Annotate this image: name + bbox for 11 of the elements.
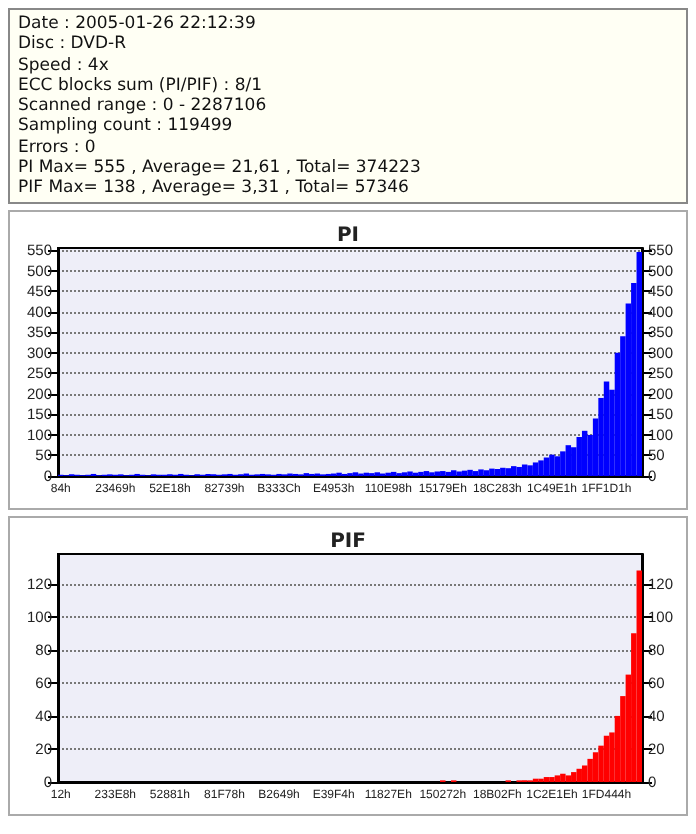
text: Speed : 4x xyxy=(18,55,111,76)
text: ECC blocks sum (PI/PIF) : 8/1 xyxy=(18,75,265,97)
text: Errors : 0 xyxy=(18,137,98,159)
text: PIF Max= 138 , Average= 3,31 , Total= 57346 xyxy=(18,178,411,200)
text: Date : 2005-01-26 22:12:39 xyxy=(18,14,258,35)
chart-title: PI xyxy=(336,225,360,247)
text: Sampling count : 119499 xyxy=(18,116,235,138)
text: Disc : DVD-R xyxy=(18,34,129,56)
text: Scanned range : 0 - 2287106 xyxy=(18,96,269,117)
chart-title: PIF xyxy=(330,531,366,553)
text: PI Max= 555 , Average= 21,61 , Total= 374223 xyxy=(18,158,423,179)
